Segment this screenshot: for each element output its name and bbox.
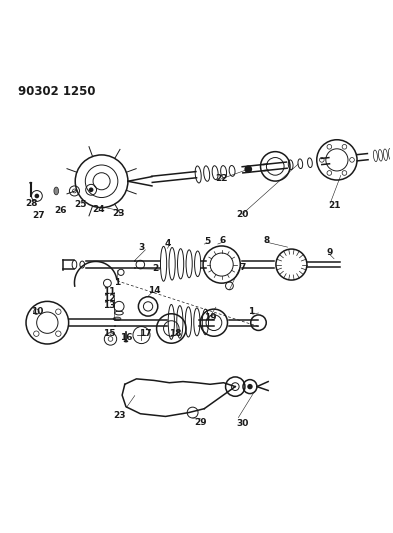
Text: 11: 11 xyxy=(103,287,116,296)
Ellipse shape xyxy=(29,182,32,184)
Ellipse shape xyxy=(113,317,121,320)
Text: 23: 23 xyxy=(113,411,125,420)
Text: 23: 23 xyxy=(112,208,125,217)
Text: 6: 6 xyxy=(220,236,226,245)
Text: 25: 25 xyxy=(74,200,86,209)
Text: 9: 9 xyxy=(327,248,333,257)
Text: 18: 18 xyxy=(169,329,182,337)
Circle shape xyxy=(89,188,94,192)
Text: 30: 30 xyxy=(236,419,248,428)
Text: 22: 22 xyxy=(215,174,228,183)
Text: 19: 19 xyxy=(204,313,217,322)
Text: 16: 16 xyxy=(120,333,132,342)
Text: 14: 14 xyxy=(147,286,160,295)
Text: 7: 7 xyxy=(240,263,246,272)
Text: 27: 27 xyxy=(32,211,45,220)
Text: 4: 4 xyxy=(164,239,171,248)
Circle shape xyxy=(247,384,253,389)
Text: 2: 2 xyxy=(153,263,159,272)
Text: 1: 1 xyxy=(114,278,120,287)
Circle shape xyxy=(35,193,39,198)
Text: 26: 26 xyxy=(54,206,66,215)
Text: 3: 3 xyxy=(138,244,145,253)
Text: 21: 21 xyxy=(328,201,340,210)
Text: 5: 5 xyxy=(204,237,211,246)
Ellipse shape xyxy=(54,187,59,195)
Text: 28: 28 xyxy=(26,199,38,208)
Text: 10: 10 xyxy=(31,306,43,316)
Text: 15: 15 xyxy=(103,329,116,337)
Text: 29: 29 xyxy=(194,418,207,427)
Text: 8: 8 xyxy=(263,236,269,245)
Text: 20: 20 xyxy=(236,209,248,219)
Text: 13: 13 xyxy=(103,301,116,310)
Text: 17: 17 xyxy=(139,329,152,337)
Text: 90302 1250: 90302 1250 xyxy=(18,85,96,98)
Circle shape xyxy=(244,165,252,173)
Text: 24: 24 xyxy=(93,205,105,214)
Text: 12: 12 xyxy=(103,294,116,303)
Text: 1: 1 xyxy=(248,306,254,316)
Ellipse shape xyxy=(124,340,128,342)
